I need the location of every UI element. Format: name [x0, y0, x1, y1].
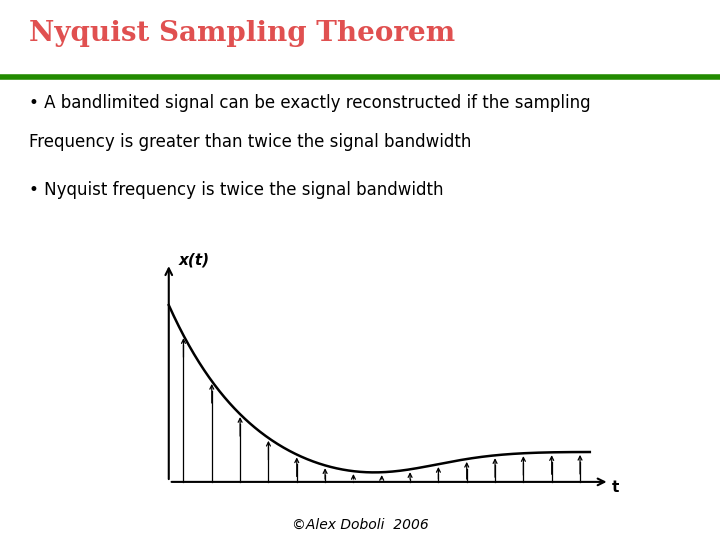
Text: Frequency is greater than twice the signal bandwidth: Frequency is greater than twice the sign… — [29, 133, 471, 151]
Text: • Nyquist frequency is twice the signal bandwidth: • Nyquist frequency is twice the signal … — [29, 181, 444, 199]
Text: x(t): x(t) — [179, 252, 210, 267]
Text: • A bandlimited signal can be exactly reconstructed if the sampling: • A bandlimited signal can be exactly re… — [29, 94, 590, 112]
Text: t: t — [612, 480, 619, 495]
Text: Nyquist Sampling Theorem: Nyquist Sampling Theorem — [29, 19, 455, 46]
Text: ©Alex Doboli  2006: ©Alex Doboli 2006 — [292, 518, 428, 532]
